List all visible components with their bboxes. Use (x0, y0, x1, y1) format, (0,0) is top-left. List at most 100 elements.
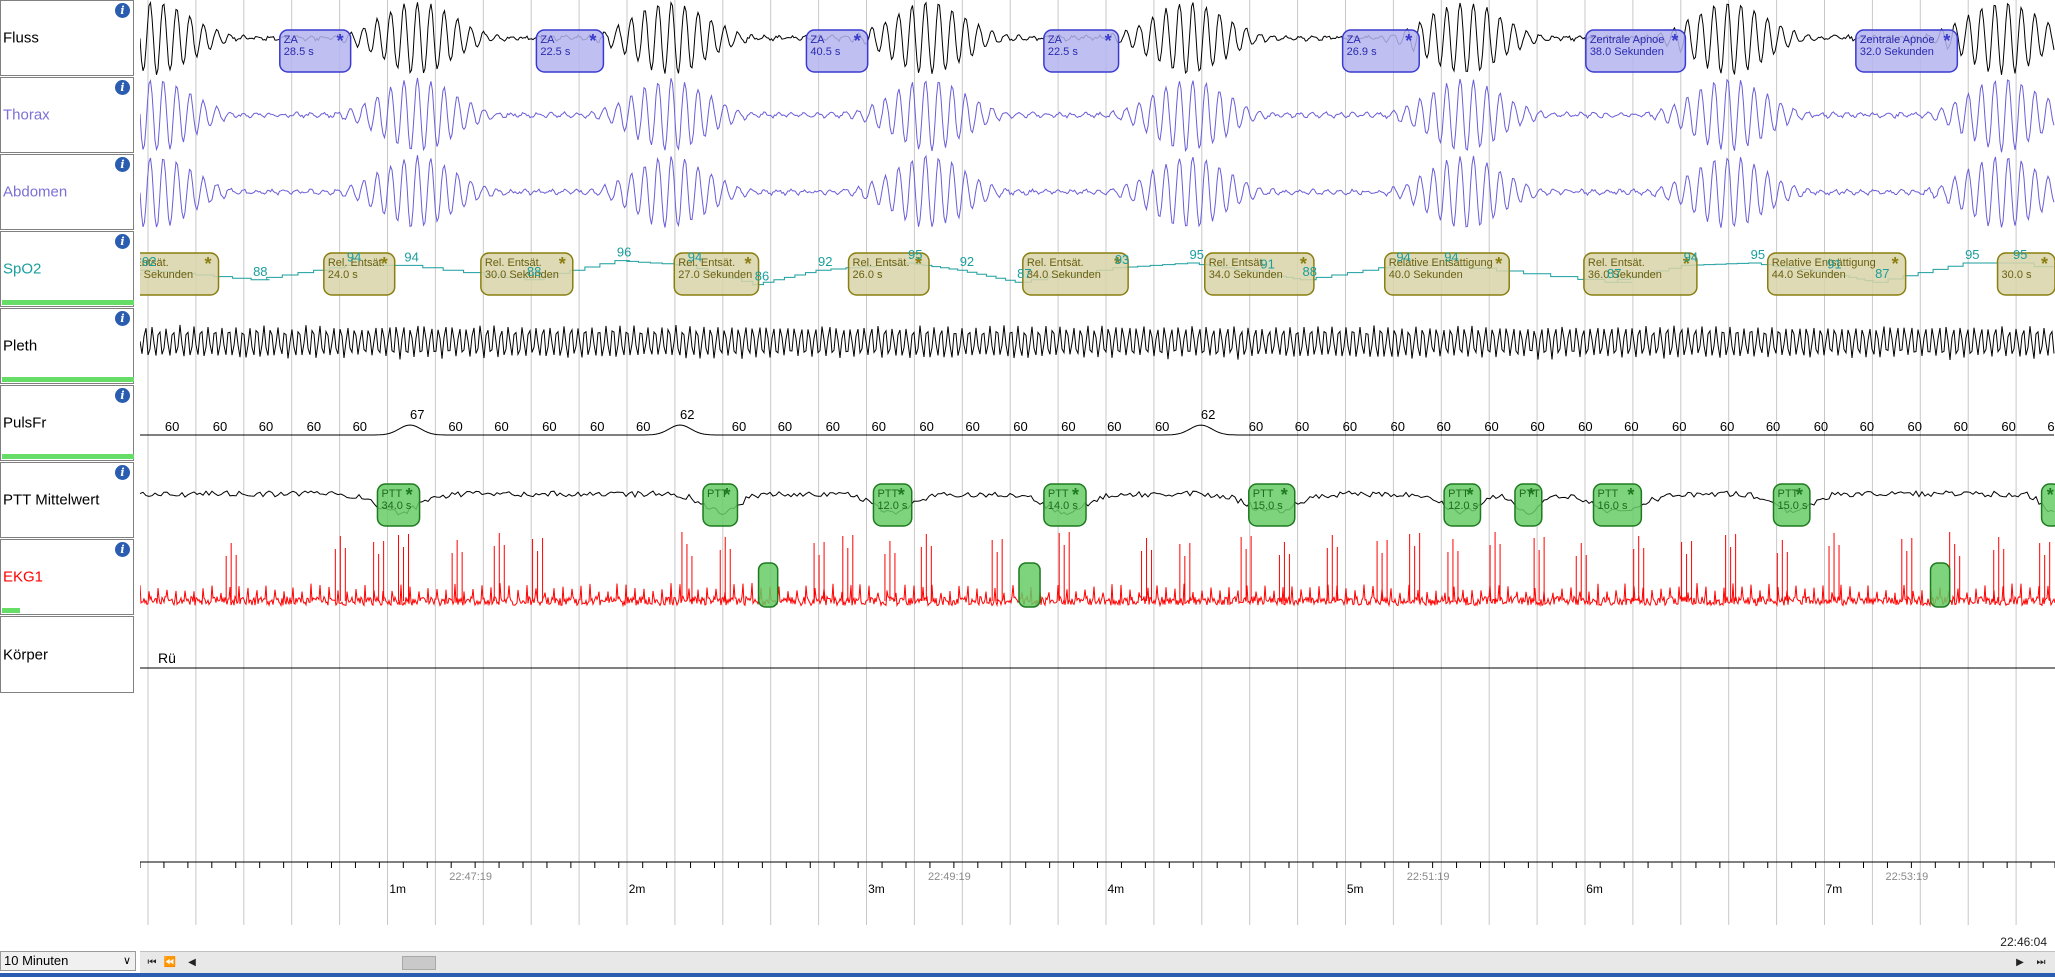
go-to-start-button[interactable]: ⏮ (147, 957, 157, 968)
channel-name: EKG1 (3, 568, 44, 586)
desaturation-event[interactable]: Rel. Entsät.24.0 s * (323, 252, 396, 296)
ptt-event[interactable]: PTT* (702, 483, 739, 527)
desaturation-event-box[interactable] (323, 252, 396, 296)
channel-label-ptt[interactable]: PTT Mittelwert i (0, 462, 134, 538)
ptt-event[interactable]: * (2040, 483, 2055, 527)
desaturation-event[interactable]: 30.0 s * (1996, 252, 2055, 296)
ptt-event-box[interactable] (2040, 483, 2055, 527)
ptt-event-box[interactable] (1248, 483, 1296, 527)
time-navigation-bar[interactable]: ⏮ ⏪ ◀ ▶ ⏭ (140, 951, 2055, 974)
thorax-waveform (140, 77, 2055, 153)
desaturation-event-box[interactable] (1996, 252, 2055, 296)
desaturation-event-box[interactable] (1022, 252, 1129, 296)
info-icon[interactable]: i (115, 465, 130, 480)
channel-label-ekg1[interactable]: EKG1 i (0, 539, 134, 615)
timescale-select[interactable]: 10 Minuten ∨ (0, 951, 136, 971)
info-icon[interactable]: i (115, 234, 130, 249)
timeline-scroll-thumb[interactable] (402, 956, 436, 970)
desaturation-event-box[interactable] (1767, 252, 1907, 296)
info-icon[interactable]: i (115, 3, 130, 18)
chevron-down-icon[interactable]: ∨ (122, 955, 131, 967)
info-icon[interactable]: i (115, 542, 130, 557)
apnea-event-box[interactable] (1585, 29, 1687, 73)
signal-quality-bar (2, 300, 134, 305)
go-to-end-button[interactable]: ⏭ (2036, 957, 2046, 968)
apnea-event-box[interactable] (535, 29, 605, 73)
apnea-event-box[interactable] (279, 29, 352, 73)
ptt-event-duration: 15.0 s (1777, 500, 1807, 512)
pulse-rate-value: 60 (732, 419, 746, 434)
pulse-rate-value: 60 (778, 419, 792, 434)
desaturation-event-box[interactable] (480, 252, 574, 296)
desaturation-event[interactable]: Rel. Entsät.36.0 Sekunden * (1583, 252, 1698, 296)
info-icon[interactable]: i (115, 388, 130, 403)
desaturation-event[interactable]: Rel. Entsät.27.0 Sekunden* (673, 252, 760, 296)
ekg-event[interactable] (757, 562, 779, 608)
ptt-event-box[interactable] (1772, 483, 1811, 527)
desaturation-event-box[interactable] (140, 252, 220, 296)
apnea-event-box[interactable] (1341, 29, 1420, 73)
desaturation-event-box[interactable] (1203, 252, 1315, 296)
scroll-left-button[interactable]: ◀ (188, 957, 196, 968)
ptt-event[interactable]: PTT* (1514, 483, 1543, 527)
apnea-event-duration: 22.5 s (540, 46, 570, 58)
ptt-event-box[interactable] (1443, 483, 1482, 527)
channel-label-thorax[interactable]: Thorax i (0, 77, 134, 153)
ptt-event-box[interactable] (702, 483, 739, 527)
pulse-rate-value: 60 (1530, 419, 1544, 434)
desaturation-event-box[interactable] (1384, 252, 1510, 296)
ptt-event-box[interactable] (1514, 483, 1543, 527)
desaturation-event-box[interactable] (847, 252, 930, 296)
apnea-event-box[interactable] (1855, 29, 1959, 73)
info-icon[interactable]: i (115, 157, 130, 172)
channel-label-fluss[interactable]: Fluss i (0, 0, 134, 76)
apnea-event-box[interactable] (1043, 29, 1120, 73)
pulse-rate-value: 60 (1720, 419, 1734, 434)
scroll-right-button[interactable]: ▶ (2016, 957, 2024, 968)
desaturation-event[interactable]: Entsät.0 Sekunden * (140, 252, 220, 296)
pulse-rate-value: 60 (590, 419, 604, 434)
channel-label-spo2[interactable]: SpO2 i (0, 231, 134, 307)
ptt-event-box[interactable] (1043, 483, 1087, 527)
apnea-event-box[interactable] (805, 29, 869, 73)
channel-label-pulsfr[interactable]: PulsFr i (0, 385, 134, 461)
channel-label-koerper[interactable]: Körper (0, 616, 134, 693)
desaturation-event-duration: 36.0 Sekunden (1588, 269, 1662, 281)
desaturation-event[interactable]: Rel. Entsät.26.0 s * (847, 252, 930, 296)
ptt-event-duration: 16.0 s (1597, 500, 1627, 512)
channel-label-pleth[interactable]: Pleth i (0, 308, 134, 384)
ptt-event-box[interactable] (1592, 483, 1643, 527)
page-back-button[interactable]: ⏪ (163, 957, 177, 968)
desaturation-event[interactable]: Rel. Entsät.34.0 Sekunden * (1022, 252, 1129, 296)
channel-label-abdomen[interactable]: Abdomen i (0, 154, 134, 230)
ptt-event-box[interactable] (872, 483, 913, 527)
ekg-event[interactable] (1018, 562, 1041, 608)
desaturation-event-box[interactable] (673, 252, 760, 296)
pulse-rate-value: 60 (2047, 419, 2055, 434)
desaturation-event[interactable]: Rel. Entsät.34.0 Sekunden * (1203, 252, 1315, 296)
ptt-event-box[interactable] (376, 483, 421, 527)
info-icon[interactable]: i (115, 80, 130, 95)
info-icon[interactable]: i (115, 311, 130, 326)
ekg-event[interactable] (1929, 562, 1951, 608)
desaturation-event[interactable]: Rel. Entsät.30.0 Sekunden* (480, 252, 574, 296)
desaturation-event-box[interactable] (1583, 252, 1698, 296)
pulse-rate-value: 60 (1672, 419, 1686, 434)
